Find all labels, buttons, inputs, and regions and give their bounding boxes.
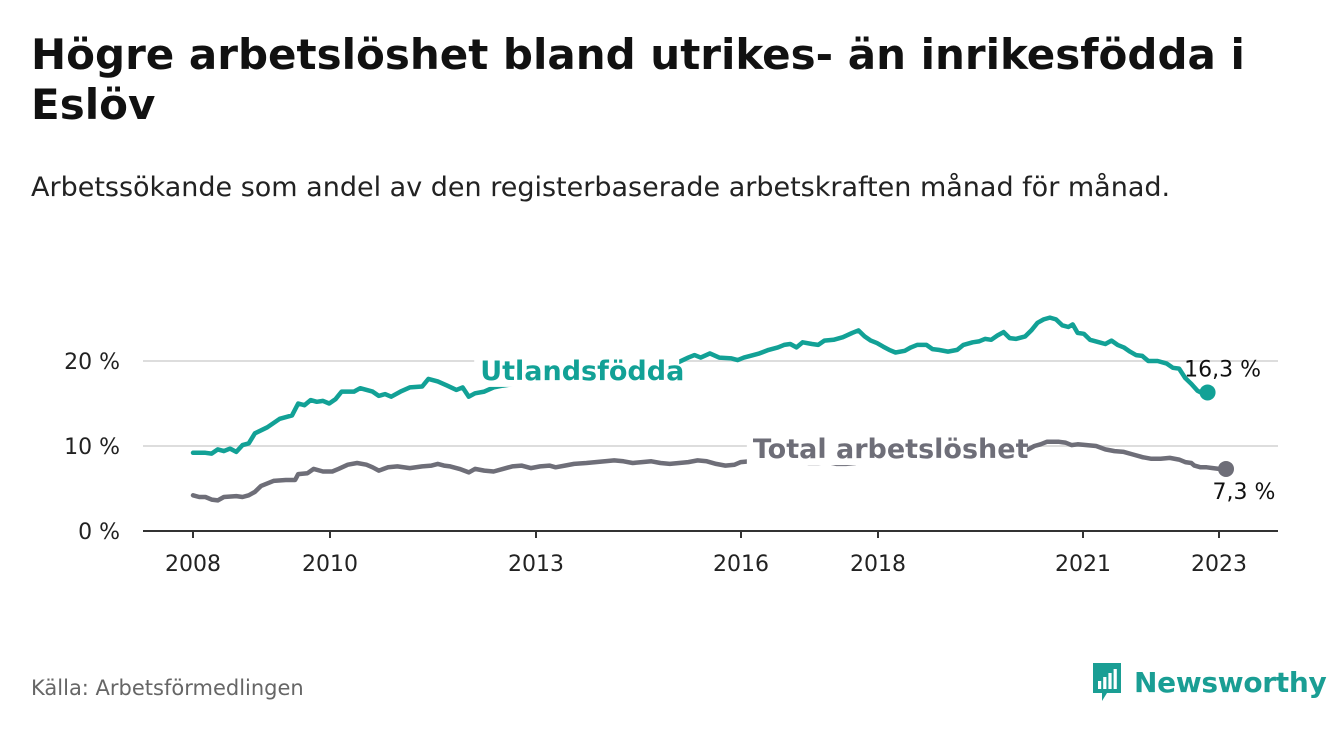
x-tick-label: 2018 xyxy=(850,552,906,577)
y-tick-label: 0 % xyxy=(78,520,120,545)
series-line-total xyxy=(190,439,1222,503)
end-value-label: 16,3 % xyxy=(1184,357,1261,382)
x-tick-label: 2013 xyxy=(508,552,564,577)
source-note: Källa: Arbetsförmedlingen xyxy=(31,676,304,700)
x-tick-label: 2023 xyxy=(1191,552,1247,577)
x-tick-label: 2008 xyxy=(165,552,221,577)
end-value-label: 7,3 % xyxy=(1213,480,1276,505)
x-tick-label: 2010 xyxy=(302,552,358,577)
x-tick-label: 2016 xyxy=(713,552,769,577)
newsworthy-logo-icon xyxy=(1093,663,1121,701)
brand-name: Newsworthy xyxy=(1134,665,1327,699)
series-label-bg xyxy=(746,431,1027,466)
series-end-marker xyxy=(1199,384,1216,401)
series-line-utlandsfodda xyxy=(190,315,1203,456)
series-end-marker xyxy=(1218,460,1234,477)
chart-title: Högre arbetslöshet bland utrikes- än inr… xyxy=(31,30,1245,129)
x-tick-label: 2021 xyxy=(1055,552,1111,577)
y-tick-label: 20 % xyxy=(64,350,120,375)
chart-subtitle: Arbetssökande som andel av den registerb… xyxy=(31,172,1171,203)
brand: Newsworthy xyxy=(1090,660,1327,704)
series-name-label: Total arbetslöshet xyxy=(753,434,1029,465)
series-name-label: Utlandsfödda xyxy=(480,356,684,387)
series-label-bg xyxy=(474,352,680,387)
y-tick-label: 10 % xyxy=(64,435,120,460)
